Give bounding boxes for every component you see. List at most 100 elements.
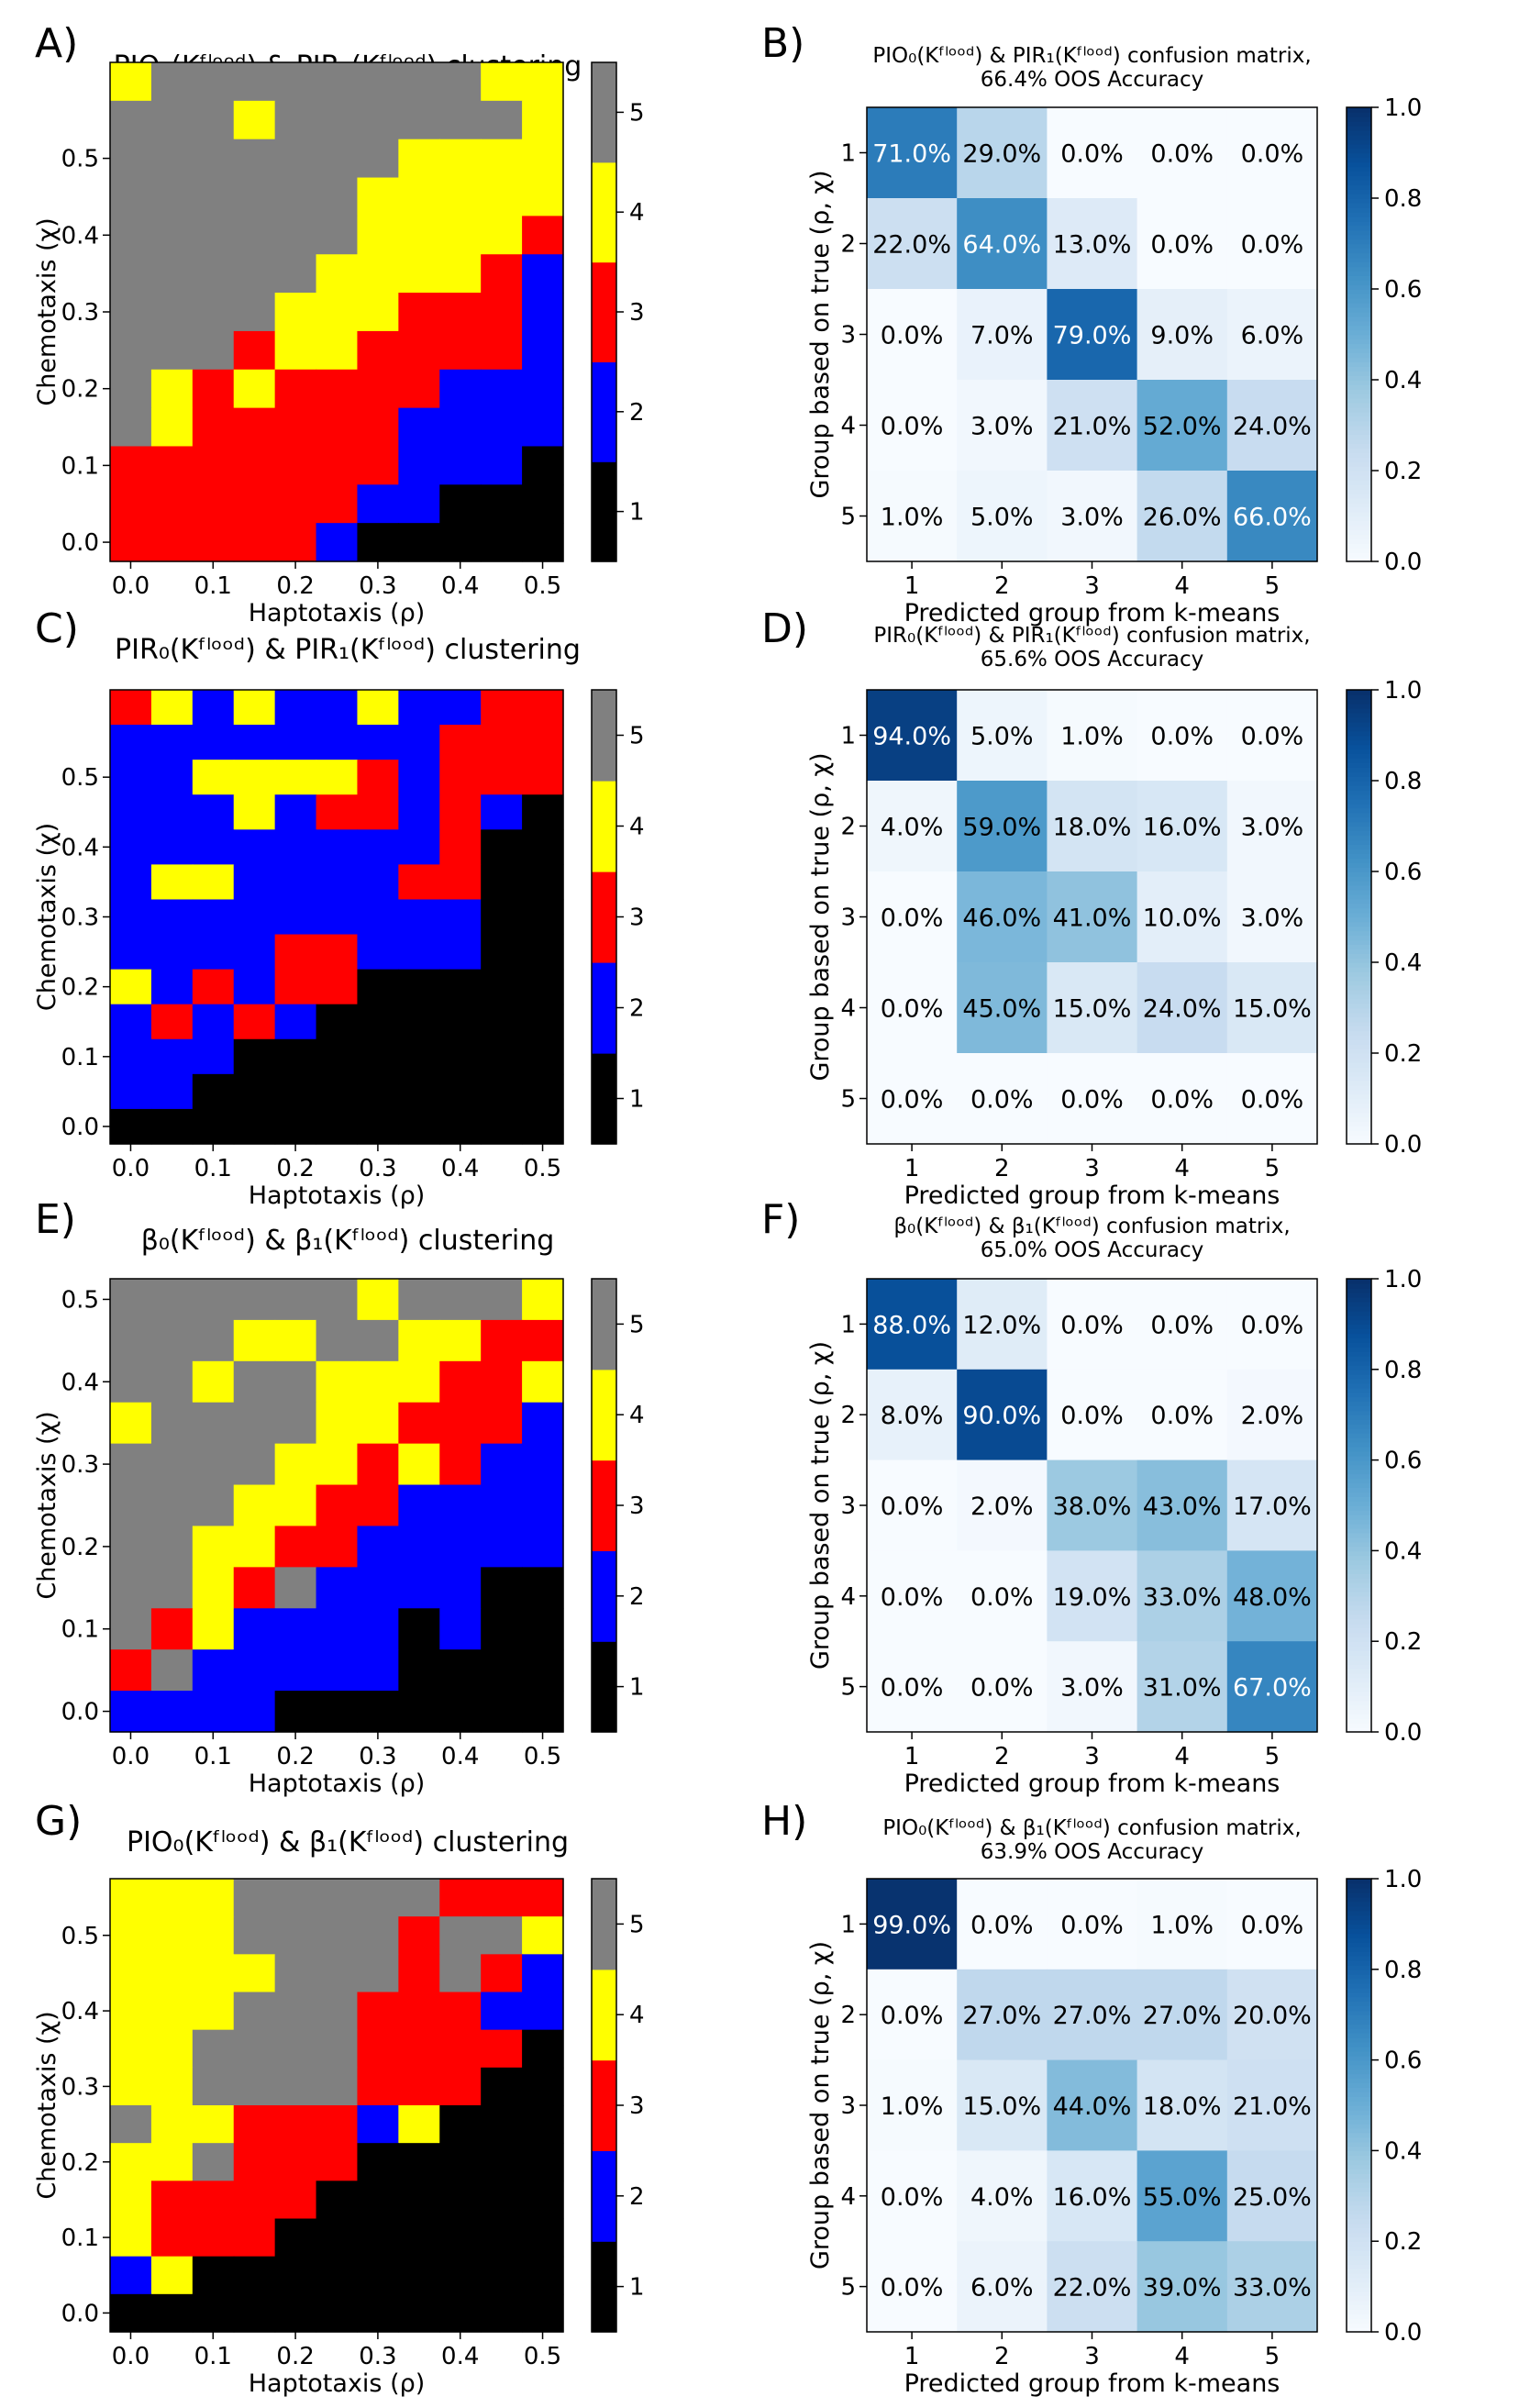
heatmap-cell [398,725,440,760]
x-tick-label: 2 [994,2343,1010,2370]
heatmap-cell [233,1360,276,1404]
heatmap-cell [150,2143,194,2181]
confusion-panel-d: D) PIR₀(Kᶠˡᵒᵒᵈ) & PIR₁(Kᶠˡᵒᵒᵈ) confusion … [761,605,1422,1210]
heatmap-cell [398,369,440,409]
matrix-cell-label: 0.0% [881,2183,944,2212]
colorbar-segment [1347,1359,1371,1366]
colorbar-segment [1347,2146,1371,2152]
colorbar-segment [1347,1410,1371,1415]
colorbar-tick-label: 2 [629,399,645,427]
heatmap-cell [439,1484,482,1527]
heatmap-cell [439,100,482,140]
colorbar-segment [1347,858,1371,863]
matrix-cell [1136,962,1228,1054]
colorbar-segment [1347,302,1371,308]
heatmap-cell [357,2218,399,2258]
heatmap-cell [233,1992,276,2031]
heatmap-cell [357,1484,399,1527]
colorbar-segment [1347,807,1371,814]
y-tick-label: 1 [840,1911,856,1938]
colorbar-segment [1347,926,1371,932]
colorbar-segment [1347,880,1371,886]
colorbar-segment [1347,1342,1371,1348]
heatmap-cell [233,1526,276,1568]
heatmap-cell [357,794,399,830]
x-tick-label: 3 [1084,572,1100,600]
matrix-cell [1226,471,1318,562]
matrix-cell-label: 38.0% [1053,1493,1132,1521]
colorbar-segment [1347,1559,1371,1566]
confusion-panel-h: H) PIO₀(Kᶠˡᵒᵒᵈ) & β₁(Kᶠˡᵒᵒᵈ) confusion ma… [761,1798,1422,2398]
heatmap-cell [439,2105,482,2144]
matrix-cell-label: 46.0% [962,904,1041,933]
matrix-cell [957,289,1048,381]
colorbar-segment [1347,1686,1371,1692]
colorbar-segment [1347,862,1371,868]
heatmap-cell [481,864,523,901]
colorbar-segment [1347,2092,1371,2097]
heatmap-cell [522,1279,564,1321]
colorbar-segment [1347,1382,1371,1389]
colorbar-tick-label: 3 [629,904,645,932]
matrix-cell [867,289,958,381]
heatmap-cell [274,1073,317,1110]
panel-title-line1: PIO₀(Kᶠˡᵒᵒᵈ) & β₁(Kᶠˡᵒᵒᵈ) confusion matr… [882,1816,1301,1840]
matrix-cell [1047,289,1138,381]
matrix-cell-label: 33.0% [1143,1583,1222,1612]
colorbar-segment [1347,448,1371,453]
colorbar-segment [1347,953,1371,959]
matrix-cell-label: 5.0% [970,723,1034,751]
heatmap-cell [110,369,152,409]
matrix-cell [957,871,1048,963]
heatmap-cell [522,369,564,409]
heatmap-cell [481,177,523,216]
matrix-cell [957,1459,1048,1551]
y-tick-label: 0.4 [61,1998,99,2025]
colorbar-segment [592,1053,616,1145]
colorbar-segment [1347,1053,1371,1059]
colorbar-segment [1347,1469,1371,1475]
colorbar-segment [1347,2295,1371,2302]
y-axis-label: Group based on true (ρ, χ) [806,1941,835,2269]
colorbar-segment [1347,2164,1371,2169]
colorbar-segment [1347,184,1371,190]
heatmap-cell [398,1916,440,1955]
colorbar-segment [1347,252,1371,259]
matrix-cell-label: 4.0% [881,814,944,842]
colorbar-segment [1347,497,1371,504]
matrix-cell [1047,1459,1138,1551]
heatmap-cell [274,1567,317,1609]
colorbar-segment [1347,1292,1371,1298]
colorbar-segment [1347,2277,1371,2283]
heatmap-cell [110,216,152,255]
matrix-cell-label: 24.0% [1143,995,1222,1024]
colorbar-segment [1347,849,1371,854]
colorbar-segment [1347,1992,1371,1998]
heatmap-cell [357,760,399,795]
colorbar-segment [1347,366,1371,372]
panel-title: β₀(Kᶠˡᵒᵒᵈ) & β₁(Kᶠˡᵒᵒᵈ) clustering [141,1225,555,1257]
colorbar-segment [1347,411,1371,417]
heatmap-cell [357,899,399,936]
heatmap-cell [150,407,194,448]
colorbar-segment [1347,1618,1371,1625]
heatmap-cell [522,1360,564,1404]
heatmap-cell [192,2029,235,2069]
colorbar-segment [1347,2001,1371,2007]
heatmap-cell [481,1608,523,1650]
colorbar-tick-label: 3 [629,1493,645,1520]
y-tick-label: 4 [840,995,856,1023]
heatmap-cell [192,1360,235,1404]
colorbar-segment [1347,180,1371,185]
heatmap-cell [439,1691,482,1733]
heatmap-cell [481,1567,523,1609]
heatmap-cell [398,1073,440,1110]
colorbar-segment [1347,1012,1371,1018]
heatmap-cell [439,899,482,936]
colorbar-segment [1347,1537,1371,1543]
heatmap-cell [481,899,523,936]
heatmap-cell [357,1360,399,1404]
colorbar-segment [1347,397,1371,404]
heatmap-cell [274,1526,317,1568]
panel-letter: D) [761,605,808,652]
